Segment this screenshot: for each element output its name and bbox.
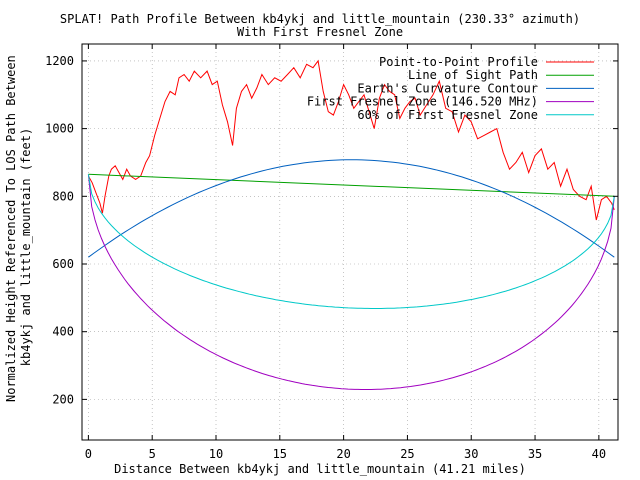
series-layer — [87, 59, 615, 390]
y-tick-label: 400 — [52, 325, 74, 339]
x-tick-label: 25 — [400, 447, 414, 461]
series-line-earth-s-curvature-contour — [88, 159, 615, 258]
x-tick-label: 5 — [149, 447, 156, 461]
axes — [81, 43, 619, 441]
chart-subtitle: With First Fresnel Zone — [236, 25, 404, 39]
series-line-line-of-sight-path — [88, 173, 615, 197]
series-line-first-fresnel-zone-146-520-mhz — [87, 174, 615, 390]
legend-label: Line of Sight Path — [408, 68, 538, 82]
y-tick-label: 800 — [52, 189, 74, 203]
y-tick-label: 1000 — [45, 122, 74, 136]
chart-title: SPLAT! Path Profile Between kb4ykj and l… — [59, 12, 581, 26]
x-tick-label: 40 — [592, 447, 606, 461]
x-tick-label: 15 — [273, 447, 287, 461]
y-tick-label: 1200 — [45, 54, 74, 68]
series-line-60-of-first-fresnel-zone — [87, 174, 615, 309]
x-tick-label: 20 — [336, 447, 350, 461]
grid-lines — [82, 44, 618, 440]
y-axis-label-line2: kb4ykj and little_mountain (feet) — [19, 127, 33, 367]
x-tick-label: 0 — [85, 447, 92, 461]
plot-frame — [81, 43, 619, 441]
tick-labels: 0 5 10 15 20 25 30 35 40 200 400 600 800 1000 1200 — [45, 54, 606, 461]
y-axis-label: Normalized Height Referenced To LOS Path… — [4, 55, 34, 402]
x-tick-label: 30 — [464, 447, 478, 461]
x-tick-label: 10 — [209, 447, 223, 461]
y-axis-label-line1: Normalized Height Referenced To LOS Path… — [4, 55, 18, 402]
legend-label: First Fresnel Zone (146.520 MHz) — [307, 95, 538, 109]
x-axis-label: Distance Between kb4ykj and little_mount… — [114, 462, 526, 476]
y-tick-label: 600 — [52, 257, 74, 271]
series-line-point-to-point-profile — [87, 59, 615, 221]
y-tick-label: 200 — [52, 392, 74, 406]
legend-label: Earth's Curvature Contour — [357, 81, 538, 95]
legend-label: Point-to-Point Profile — [379, 55, 538, 69]
x-tick-label: 35 — [528, 447, 542, 461]
legend-label: 60% of First Fresnel Zone — [357, 108, 538, 122]
